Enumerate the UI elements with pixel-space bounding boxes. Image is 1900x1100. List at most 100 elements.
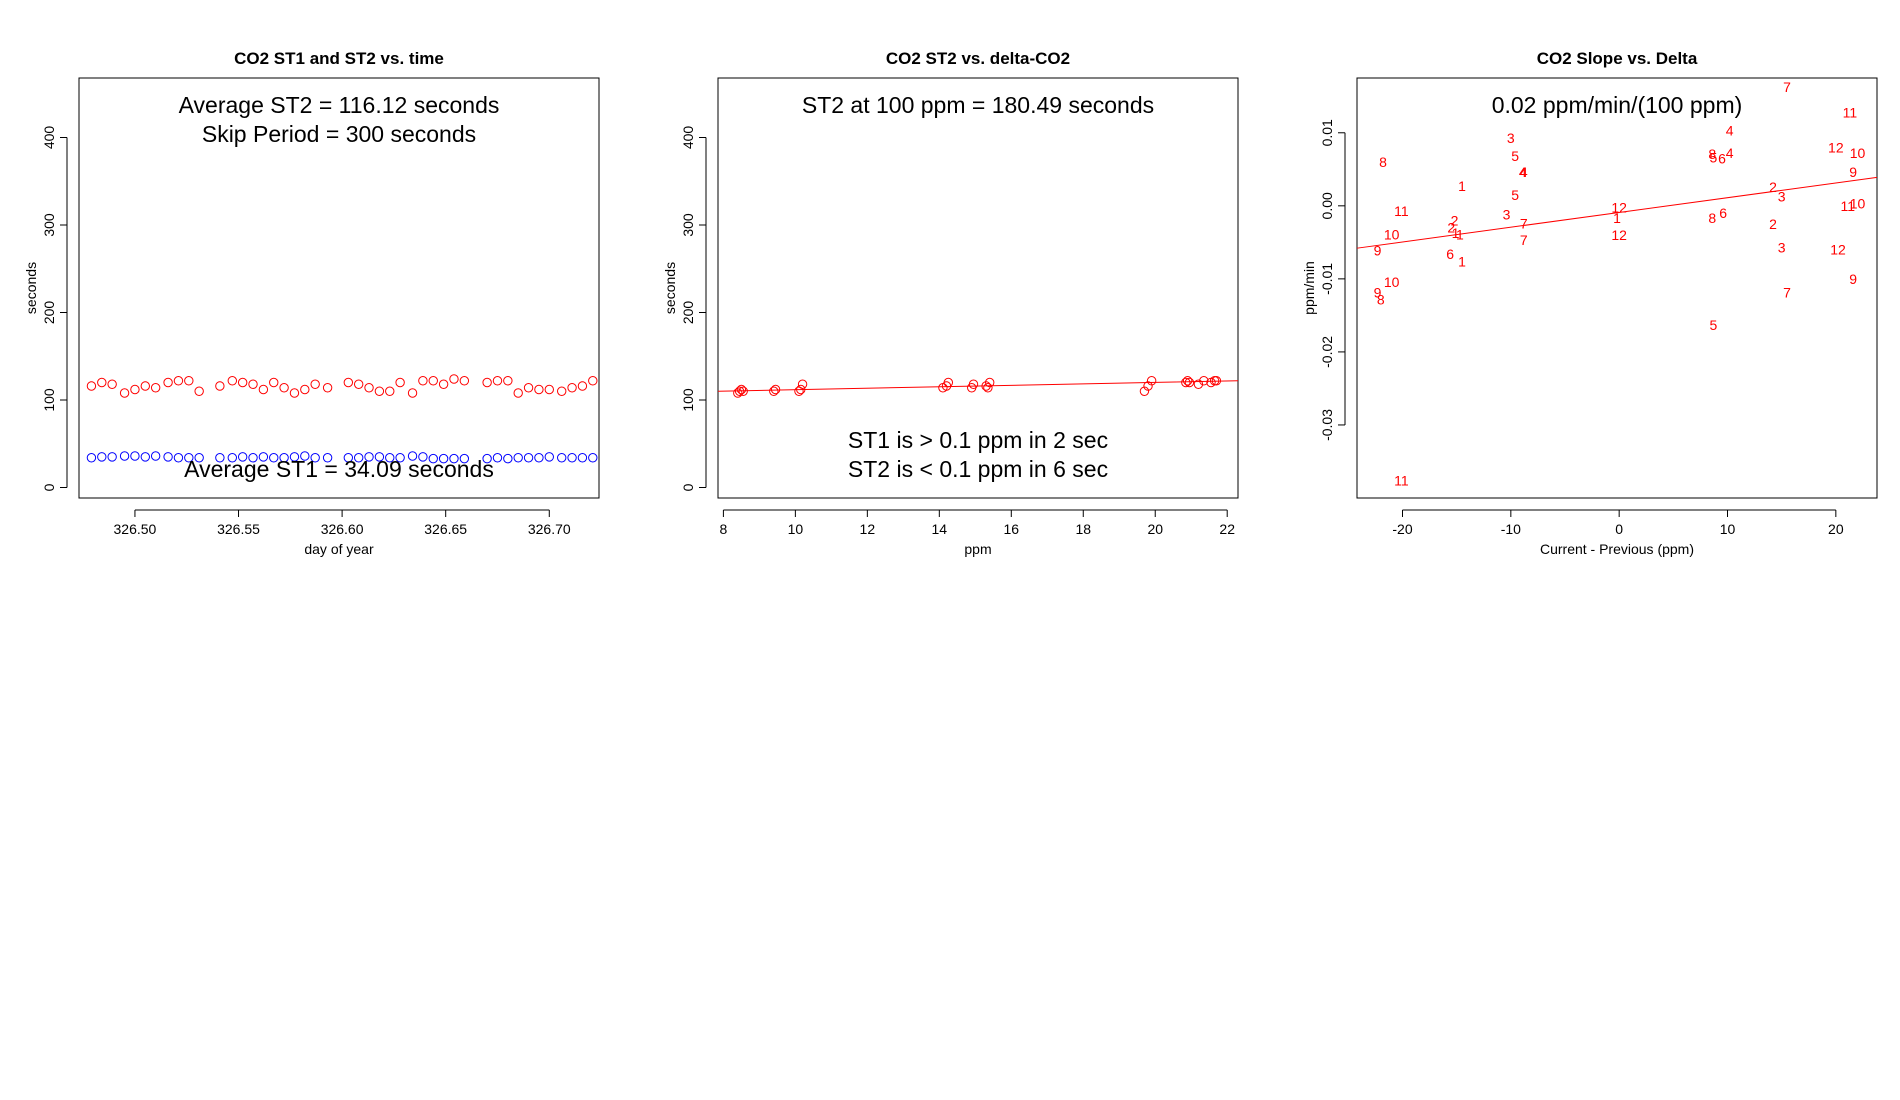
y-tick-label: 300 — [680, 213, 696, 237]
panel-st1-st2-vs-time: CO2 ST1 and ST2 vs. time 326.50 326.55 326… — [23, 49, 600, 557]
data-point — [943, 377, 954, 388]
st1-data-point — [130, 451, 140, 461]
y-axis: -0.03 -0.02 -0.01 0.00 0.01 — [1319, 119, 1346, 441]
annotation-slope: 0.02 ppm/min/(100 ppm) — [1492, 92, 1743, 118]
point-label: 5 — [1710, 317, 1718, 333]
st1-data-point — [248, 453, 258, 463]
data-point — [984, 377, 995, 388]
st2-data-point — [279, 383, 289, 393]
st1-data-point — [577, 453, 588, 463]
data-point — [738, 386, 748, 396]
st2-data-point — [237, 377, 248, 388]
fit-line — [1356, 176, 1878, 249]
st2-data-point — [227, 376, 238, 386]
st2-data-point — [300, 384, 310, 395]
st1-data-point — [523, 453, 534, 463]
st1-data-point — [364, 452, 374, 462]
st2-data-point — [567, 383, 577, 393]
y-axis-label: seconds — [662, 262, 678, 314]
st2-data-point — [150, 383, 161, 393]
st2-data-point — [310, 379, 320, 389]
point-label: 6 — [1718, 150, 1726, 166]
st1-data-point — [588, 453, 598, 463]
data-point — [797, 379, 808, 389]
point-label: 7 — [1783, 285, 1791, 301]
point-label: 11 — [1394, 472, 1409, 488]
st2-data-point — [173, 376, 184, 386]
chart-title: CO2 ST2 vs. delta-CO2 — [886, 49, 1070, 68]
annotation-st1-threshold: ST1 is > 0.1 ppm in 2 sec — [848, 427, 1108, 453]
point-label: 4 — [1726, 145, 1734, 161]
st2-data-point — [459, 376, 470, 386]
st2-data-point — [428, 376, 438, 386]
y-tick-label: 0.01 — [1319, 119, 1335, 146]
st1-data-point — [86, 453, 97, 463]
point-label: 5 — [1710, 150, 1718, 166]
x-axis-label: ppm — [964, 541, 991, 557]
point-label: 3 — [1507, 130, 1515, 146]
st2-data-point — [492, 376, 503, 386]
st1-data-point — [534, 453, 544, 463]
st2-data-point — [503, 376, 513, 386]
point-label: 6 — [1446, 246, 1454, 262]
annotation-average-st1: Average ST1 = 34.09 seconds — [184, 456, 494, 482]
y-axis-label: ppm/min — [1301, 261, 1317, 315]
point-label: 11 — [1394, 203, 1409, 219]
st1-data-point — [322, 453, 333, 463]
panel-slope-vs-delta: CO2 Slope vs. Delta -20 -10 0 10 20 -0.03-0.… — [1301, 49, 1878, 557]
plot-frame — [717, 77, 1239, 499]
x-tick-label: -10 — [1501, 521, 1521, 537]
st1-data-point — [310, 453, 320, 463]
point-label: 7 — [1520, 232, 1528, 248]
x-tick-label: 326.50 — [114, 521, 157, 537]
point-label: 2 — [1447, 220, 1455, 236]
point-label: 8 — [1708, 210, 1716, 226]
st1-data-point — [227, 453, 238, 463]
st1-data-point — [482, 453, 492, 464]
fit-line-segment — [717, 380, 1239, 392]
y-axis: 0 100 200 300 400 — [41, 126, 68, 491]
data-points — [733, 376, 1222, 398]
x-tick-label: 326.55 — [217, 521, 260, 537]
st2-data-point — [163, 377, 173, 388]
st1-data-point — [163, 452, 173, 462]
point-label: 1 — [1458, 253, 1466, 269]
st2-data-point — [86, 381, 97, 391]
x-tick-label: 326.65 — [424, 521, 467, 537]
point-label: 4 — [1519, 164, 1527, 180]
st2-data-point — [322, 383, 333, 393]
point-label: 3 — [1778, 188, 1786, 204]
x-tick-label: 8 — [719, 521, 727, 537]
st1-data-point — [428, 453, 438, 464]
point-label: 12 — [1611, 227, 1627, 243]
st1-data-point — [289, 452, 300, 462]
x-tick-label: -20 — [1392, 521, 1412, 537]
point-label: 8 — [1377, 291, 1385, 307]
st1-data-point — [194, 453, 204, 463]
x-tick-label: 16 — [1003, 521, 1019, 537]
st2-data-point — [418, 376, 428, 386]
data-point — [1182, 376, 1193, 386]
st1-data-point — [97, 452, 107, 462]
plot-frame — [1356, 77, 1878, 499]
fit-line — [717, 380, 1239, 392]
plot-frame — [78, 77, 600, 499]
y-tick-label: 300 — [41, 213, 57, 237]
point-label: 10 — [1850, 145, 1866, 161]
st2-data-point — [395, 377, 405, 388]
st1-data-point — [407, 451, 418, 461]
st1-data-point — [395, 453, 405, 463]
st1-data-point — [449, 453, 459, 464]
point-label: 5 — [1511, 148, 1519, 164]
st2-data-point — [385, 386, 395, 396]
st2-data-point — [523, 383, 534, 393]
data-point — [769, 386, 779, 396]
st2-data-point — [248, 379, 258, 389]
x-tick-label: 10 — [1720, 521, 1736, 537]
st2-data-point — [364, 383, 374, 393]
y-tick-label: 400 — [680, 126, 696, 150]
st2-data-point — [374, 386, 385, 396]
data-point — [983, 383, 993, 393]
